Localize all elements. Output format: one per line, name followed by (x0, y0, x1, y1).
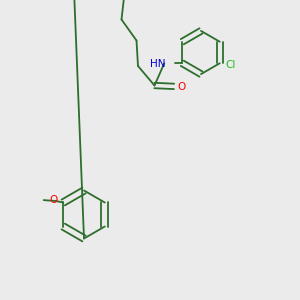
Text: O: O (178, 82, 186, 92)
Text: O: O (149, 0, 158, 2)
Text: HN: HN (150, 59, 166, 69)
Text: Cl: Cl (225, 60, 236, 70)
Text: O: O (50, 195, 58, 205)
